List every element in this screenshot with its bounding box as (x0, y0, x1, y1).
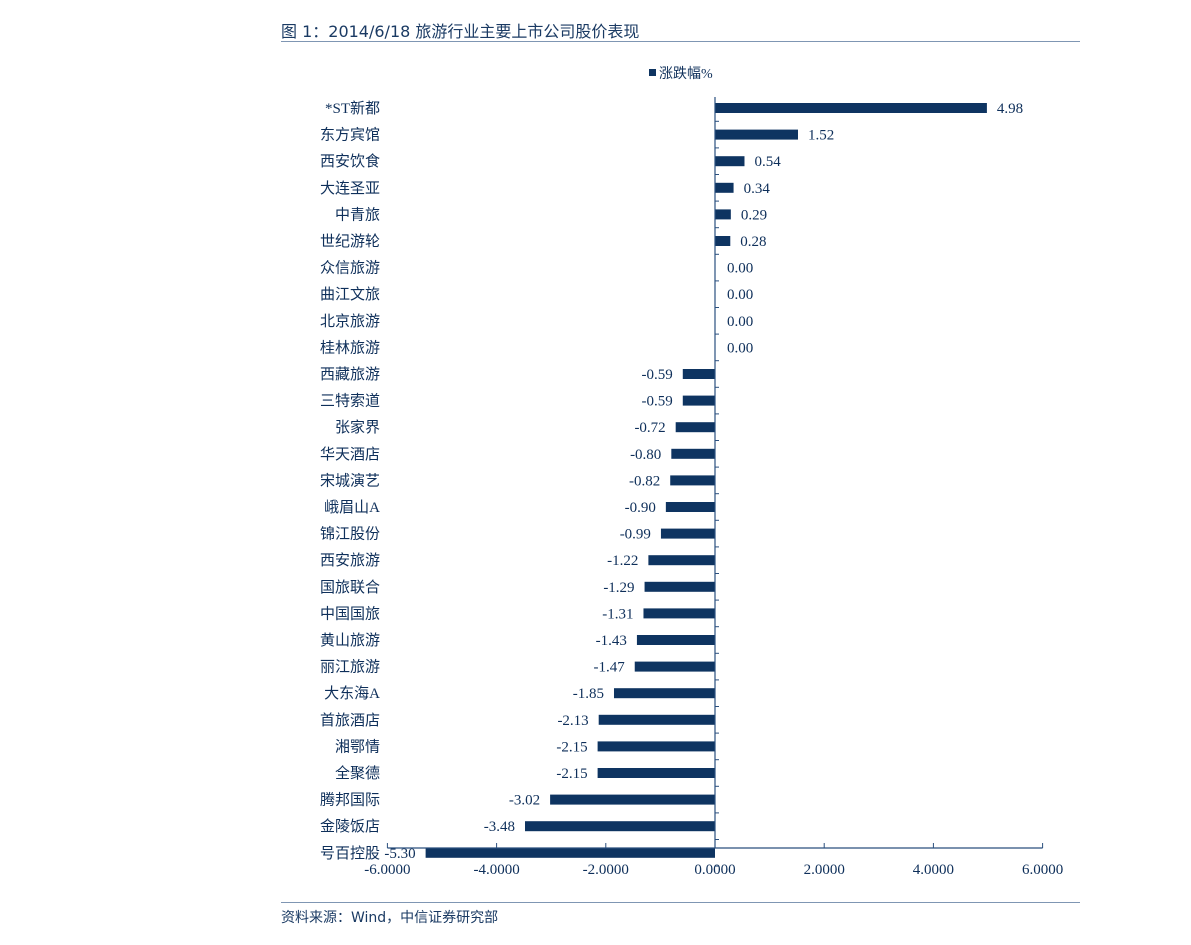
bar (425, 847, 715, 858)
category-label: 西安旅游 (320, 552, 380, 569)
bar (715, 209, 731, 220)
bar (648, 555, 715, 566)
data-label: -2.13 (557, 713, 588, 729)
bar (671, 448, 715, 459)
category-label: 桂林旅游 (320, 339, 380, 356)
category-label: 西藏旅游 (320, 366, 380, 383)
legend-label: 涨跌幅% (659, 66, 713, 82)
data-label: 0.34 (744, 181, 771, 197)
data-label: -5.30 (384, 846, 415, 862)
category-label: 黄山旅游 (320, 632, 380, 649)
bar (550, 794, 715, 805)
data-label: 0.28 (740, 234, 766, 250)
data-label: -2.15 (556, 766, 587, 782)
bar (715, 156, 745, 167)
category-label: 北京旅游 (320, 313, 380, 330)
data-label: 1.52 (808, 128, 834, 144)
data-label: -0.90 (625, 500, 656, 516)
bar (670, 475, 715, 486)
bar (634, 661, 715, 672)
data-label: -0.59 (642, 367, 673, 383)
bar (524, 821, 715, 832)
category-label: 华天酒店 (320, 446, 380, 463)
data-label: -0.82 (629, 473, 660, 489)
category-label: 丽江旅游 (320, 659, 380, 676)
data-label: -1.31 (602, 606, 633, 622)
bar (665, 502, 715, 512)
data-label: -2.15 (556, 739, 587, 755)
category-label: 东方宾馆 (320, 127, 380, 144)
category-label: 全聚德 (335, 764, 380, 782)
category-label: 腾邦国际 (320, 792, 380, 809)
data-label: -0.99 (620, 527, 651, 543)
bar (715, 103, 987, 113)
bar (660, 528, 715, 539)
data-label: 0.00 (727, 340, 753, 356)
category-label: 宋城演艺 (320, 472, 380, 489)
category-label: 西安饮食 (320, 153, 380, 170)
data-label: -3.48 (484, 819, 515, 835)
data-label: 0.00 (727, 261, 753, 277)
x-tick-label: -4.0000 (473, 862, 519, 878)
category-label: 中青旅 (335, 206, 380, 223)
category-label: 世纪游轮 (320, 233, 380, 250)
category-label: 首旅酒店 (320, 712, 380, 729)
x-tick-label: 2.0000 (804, 862, 845, 878)
bar (715, 236, 731, 246)
source-rule (281, 902, 1080, 903)
category-label: 曲江文旅 (320, 286, 380, 303)
category-label: 中国国旅 (320, 605, 380, 622)
category-label: 大连圣亚 (320, 180, 380, 197)
bar (597, 741, 715, 752)
bar (715, 129, 798, 140)
bar (598, 714, 715, 725)
category-label: 张家界 (335, 419, 380, 436)
data-label: -0.72 (634, 420, 665, 436)
category-label: 三特索道 (320, 393, 380, 410)
bar (675, 422, 715, 433)
x-tick-label: 0.0000 (694, 862, 735, 878)
category-label: 国旅联合 (320, 579, 380, 596)
legend: 涨跌幅% (649, 66, 713, 82)
data-label: -1.43 (596, 633, 627, 649)
bar (682, 369, 715, 379)
bar (682, 395, 715, 406)
data-label: -1.22 (607, 553, 638, 569)
x-tick-label: 4.0000 (913, 862, 954, 878)
bar (597, 768, 715, 778)
category-label: 峨眉山A (324, 499, 380, 516)
source-note: 资料来源：Wind，中信证券研究部 (281, 910, 499, 926)
legend-swatch (649, 69, 656, 76)
bar (613, 688, 715, 699)
x-tick-label: -6.0000 (364, 862, 410, 878)
bar (715, 182, 734, 193)
x-tick-label: 6.0000 (1022, 862, 1063, 878)
data-label: 0.00 (727, 314, 753, 330)
data-label: 0.29 (741, 207, 767, 223)
bar (636, 635, 715, 645)
data-label: -0.59 (642, 394, 673, 410)
category-label: *ST新都 (325, 100, 380, 117)
category-label: 号百控股 (320, 845, 380, 862)
data-label: 0.54 (754, 154, 781, 170)
title-rule (281, 41, 1080, 42)
data-label: -1.85 (573, 686, 604, 702)
category-label: 金陵饭店 (320, 818, 380, 835)
bar (643, 608, 715, 619)
data-label: -3.02 (509, 793, 540, 809)
category-label: 众信旅游 (320, 260, 380, 277)
category-label: 锦江股份 (320, 526, 380, 543)
category-label: 湘鄂情 (335, 738, 380, 755)
data-label: 0.00 (727, 287, 753, 303)
bar (644, 581, 715, 592)
data-label: -0.80 (630, 447, 661, 463)
data-label: -1.47 (593, 660, 625, 676)
data-label: -1.29 (603, 580, 634, 596)
x-tick-label: -2.0000 (583, 862, 629, 878)
figure-title: 图 1：2014/6/18 旅游行业主要上市公司股价表现 (281, 22, 640, 41)
category-label: 大东海A (324, 685, 380, 702)
data-label: 4.98 (997, 101, 1023, 117)
